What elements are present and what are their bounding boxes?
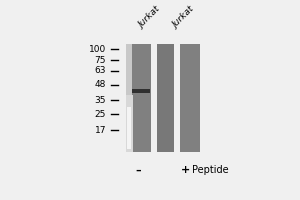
Text: 35: 35	[94, 96, 106, 105]
Bar	[126, 44, 242, 152]
Text: 17: 17	[94, 126, 106, 135]
Text: 100: 100	[89, 45, 106, 54]
Bar	[157, 44, 173, 152]
Bar	[132, 89, 150, 93]
Text: Peptide: Peptide	[192, 165, 229, 175]
Bar	[126, 44, 152, 152]
Bar	[126, 44, 132, 152]
Bar	[181, 44, 200, 152]
Text: 25: 25	[95, 110, 106, 119]
Text: +: +	[181, 165, 190, 175]
Text: Jurkat: Jurkat	[171, 5, 196, 30]
Bar	[127, 107, 131, 149]
Bar	[126, 95, 133, 152]
Text: 48: 48	[95, 80, 106, 89]
Text: 75: 75	[94, 56, 106, 65]
Text: 63: 63	[94, 66, 106, 75]
Text: Jurkat: Jurkat	[137, 5, 162, 30]
Text: –: –	[136, 165, 142, 175]
